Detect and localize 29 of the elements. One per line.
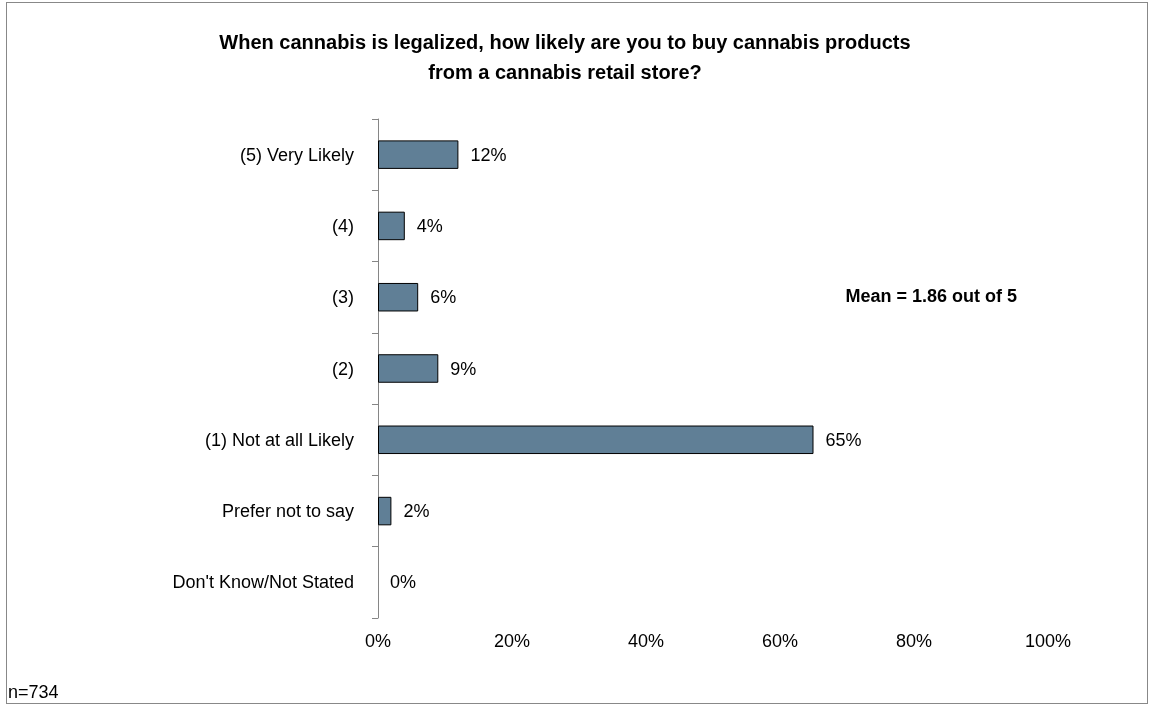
bar [378,211,405,241]
x-tick-label: 0% [364,631,392,651]
data-label: 4% [416,215,443,236]
data-label: 9% [450,358,477,379]
y-tick-label: Don't Know/Not Stated [172,572,354,593]
data-label: 2% [403,501,430,522]
x-tick-label: 60% [761,631,799,651]
x-tick-label: 80% [895,631,933,651]
data-label: 6% [430,287,457,308]
y-tick-label: (1) Not at all Likely [204,429,354,450]
data-label: 65% [825,429,862,450]
data-label: 0% [390,572,417,593]
y-tick-label: (4) [332,215,354,236]
bar [378,425,814,455]
y-tick-label: Prefer not to say [221,501,354,522]
bar [378,354,439,383]
text: n=734 [8,682,59,702]
annotation: Mean = 1.86 out of 5 [845,286,1017,306]
chart-title: When cannabis is legalized, how likely are you to buy cannabis products from a cannabis retail store? [219,31,911,83]
bar [378,496,392,526]
y-tick-label: (2) [332,358,354,379]
bar [378,140,459,169]
x-tick-label: 40% [627,631,665,651]
bar [378,282,419,312]
y-tick-label: (3) [332,287,354,308]
x-tick-label: 20% [493,631,531,651]
data-label: 12% [470,144,507,165]
x-tick-label: 100% [1024,631,1072,651]
y-tick-label: (5) Very Likely [239,144,354,165]
